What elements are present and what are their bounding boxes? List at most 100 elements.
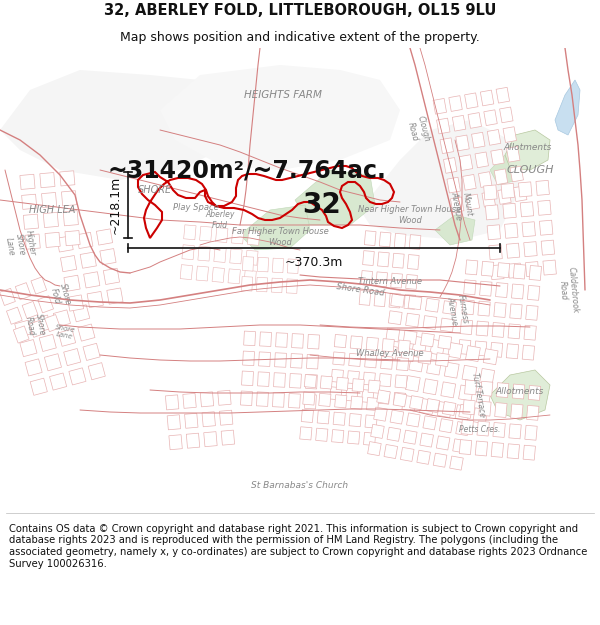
Polygon shape (466, 260, 478, 275)
Polygon shape (244, 270, 256, 285)
Polygon shape (443, 301, 457, 314)
Text: SHORE: SHORE (138, 185, 172, 195)
Polygon shape (107, 288, 123, 304)
Polygon shape (247, 231, 260, 246)
Polygon shape (468, 112, 482, 128)
Polygon shape (77, 232, 93, 249)
Polygon shape (379, 374, 391, 387)
Polygon shape (275, 332, 287, 348)
Polygon shape (365, 355, 377, 368)
Text: Far Higher Town House
Wood: Far Higher Town House Wood (232, 227, 328, 247)
Polygon shape (391, 273, 403, 288)
Polygon shape (509, 424, 521, 439)
Polygon shape (44, 354, 62, 371)
Polygon shape (230, 249, 242, 264)
Polygon shape (30, 378, 47, 396)
Polygon shape (529, 266, 542, 281)
Polygon shape (491, 442, 503, 458)
Polygon shape (441, 382, 455, 398)
Polygon shape (491, 149, 504, 165)
Polygon shape (23, 214, 38, 229)
Polygon shape (439, 419, 453, 432)
Text: Play Space: Play Space (173, 204, 219, 212)
Polygon shape (242, 257, 254, 271)
Polygon shape (433, 453, 447, 468)
Polygon shape (438, 336, 452, 349)
Polygon shape (463, 174, 476, 190)
Polygon shape (475, 152, 488, 168)
Polygon shape (292, 334, 304, 348)
Polygon shape (419, 398, 434, 414)
Polygon shape (452, 116, 466, 131)
Polygon shape (20, 174, 35, 189)
Polygon shape (196, 266, 209, 281)
Polygon shape (384, 444, 398, 459)
Polygon shape (244, 331, 256, 346)
Polygon shape (64, 349, 81, 366)
Polygon shape (349, 353, 361, 366)
Polygon shape (487, 129, 501, 145)
Polygon shape (466, 194, 479, 210)
Polygon shape (241, 276, 253, 291)
Polygon shape (256, 392, 268, 406)
Polygon shape (240, 205, 310, 250)
Polygon shape (34, 315, 51, 332)
Text: Shore
Lane: Shore Lane (54, 324, 76, 340)
Polygon shape (398, 340, 410, 353)
Polygon shape (364, 432, 376, 446)
Polygon shape (401, 348, 415, 362)
Polygon shape (481, 90, 494, 106)
Polygon shape (423, 416, 437, 430)
Polygon shape (69, 368, 86, 385)
Polygon shape (204, 432, 217, 447)
Polygon shape (508, 324, 520, 339)
Polygon shape (57, 236, 73, 252)
Polygon shape (257, 258, 269, 272)
Text: Whalley Avenue: Whalley Avenue (356, 349, 424, 358)
Polygon shape (480, 368, 494, 384)
Polygon shape (88, 362, 106, 380)
Text: Calderbrook
Road: Calderbrook Road (556, 266, 580, 314)
Polygon shape (406, 376, 420, 392)
Polygon shape (523, 445, 535, 460)
Polygon shape (363, 372, 376, 385)
Polygon shape (242, 371, 253, 386)
Polygon shape (320, 376, 332, 389)
Polygon shape (31, 277, 47, 294)
Polygon shape (221, 430, 235, 445)
Text: Map shows position and indicative extent of the property.: Map shows position and indicative extent… (120, 31, 480, 44)
Polygon shape (22, 194, 37, 209)
Polygon shape (404, 294, 416, 309)
Polygon shape (45, 232, 60, 248)
Polygon shape (364, 231, 376, 246)
Text: HEIGHTS FARM: HEIGHTS FARM (244, 90, 322, 100)
Polygon shape (485, 205, 499, 220)
Polygon shape (514, 186, 527, 201)
Text: Furness
Avenue: Furness Avenue (446, 294, 470, 326)
Polygon shape (347, 371, 359, 384)
Polygon shape (275, 352, 286, 367)
Text: Petts Cres.: Petts Cres. (460, 426, 500, 434)
Polygon shape (78, 324, 95, 341)
Polygon shape (526, 306, 538, 320)
Text: Tintern Avenue: Tintern Avenue (358, 278, 422, 286)
Polygon shape (361, 271, 373, 286)
Polygon shape (511, 284, 524, 299)
Text: ~218.1m: ~218.1m (109, 176, 122, 234)
Polygon shape (271, 278, 283, 292)
Polygon shape (25, 359, 42, 376)
Polygon shape (410, 396, 423, 410)
Polygon shape (336, 378, 349, 391)
Polygon shape (522, 345, 535, 360)
Polygon shape (400, 448, 414, 461)
Polygon shape (232, 229, 244, 244)
Polygon shape (371, 424, 384, 438)
Polygon shape (382, 339, 394, 352)
Text: HIGH LEA: HIGH LEA (29, 205, 75, 215)
Polygon shape (508, 263, 521, 278)
Polygon shape (541, 240, 554, 255)
Text: St Barnabas's Church: St Barnabas's Church (251, 481, 349, 489)
Polygon shape (494, 169, 508, 184)
Polygon shape (460, 439, 472, 454)
Polygon shape (536, 181, 550, 196)
